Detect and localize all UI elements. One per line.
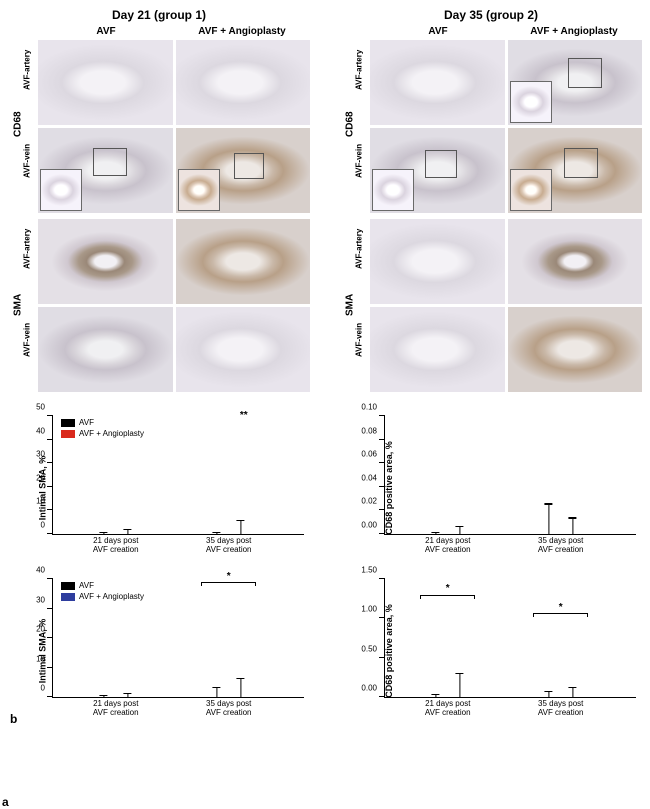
row-avf-artery: AVF-artery [38,219,310,304]
y-tick-label: 1.00 [361,605,385,614]
group-1-panel: Day 21 (group 1) AVF AVF + Angioplasty C… [8,8,310,398]
marker-label: CD68 [13,117,24,137]
y-tick-label: 0.06 [361,450,385,459]
charts-section: 0102030405021 days postAVF creation35 da… [8,410,642,728]
y-tick-label: 0.10 [361,403,385,412]
group-2-title: Day 35 (group 2) [340,8,642,22]
row-avf-artery: AVF-artery [38,40,310,125]
row-label: AVF-vein [23,343,32,357]
micrograph [370,219,505,304]
chart-sma-red: 0102030405021 days postAVF creation35 da… [8,410,310,565]
row-avf-artery: AVF-artery [370,219,642,304]
y-axis-label: CD68 positive area, % [384,604,394,698]
sma-block: SMA AVF-artery AVF-vein [8,219,310,392]
y-tick-label: 0.02 [361,497,385,506]
row-label: AVF-vein [355,343,364,357]
col-header: AVF [38,26,174,40]
marker-label: SMA [345,296,356,316]
x-axis-label: 35 days postAVF creation [538,534,584,555]
micrograph [508,219,643,304]
marker-label: SMA [13,296,24,316]
y-axis-label: CD68 positive area, % [384,441,394,535]
micrograph [38,128,173,213]
micrograph [38,40,173,125]
x-axis-label: 21 days postAVF creation [93,697,139,718]
x-axis-label: 21 days postAVF creation [425,534,471,555]
row-label: AVF-vein [23,164,32,178]
micrograph [176,219,311,304]
y-tick-label: 0.00 [361,521,385,530]
row-avf-vein: AVF-vein [370,307,642,392]
col-header: AVF + Angioplasty [506,26,642,40]
significance-marker: * [559,602,563,613]
micrograph [508,307,643,392]
y-tick-label: 0 [41,684,53,693]
legend-label: AVF + Angioplasty [79,592,144,601]
chart-row-1: 0102030405021 days postAVF creation35 da… [8,410,642,565]
legend-label: AVF [79,581,94,590]
micrograph [370,40,505,125]
col-header: AVF + Angioplasty [174,26,310,40]
row-avf-vein: AVF-vein [370,128,642,213]
col-header: AVF [370,26,506,40]
chart-cd68-blue: 0.000.501.001.5021 days postAVF creation… [340,573,642,728]
y-tick-label: 0.04 [361,473,385,482]
marker-label: CD68 [345,117,356,137]
micrograph [176,40,311,125]
micrograph [38,219,173,304]
row-label: AVF-vein [355,164,364,178]
x-axis-label: 21 days postAVF creation [425,697,471,718]
legend-label: AVF [79,418,94,427]
y-tick-label: 30 [36,595,53,604]
y-tick-label: 0 [41,521,53,530]
micrograph-panels: Day 21 (group 1) AVF AVF + Angioplasty C… [8,8,642,398]
row-label: AVF-artery [355,255,364,269]
row-avf-vein: AVF-vein [38,128,310,213]
row-label: AVF-artery [23,255,32,269]
x-axis-label: 21 days postAVF creation [93,534,139,555]
row-avf-artery: AVF-artery [370,40,642,125]
chart-row-2: 01020304021 days postAVF creation35 days… [8,573,642,728]
significance-marker: * [446,583,450,594]
chart-sma-blue: 01020304021 days postAVF creation35 days… [8,573,310,728]
sma-block: SMA AVF-artery AVF-vein [340,219,642,392]
legend-label: AVF + Angioplasty [79,429,144,438]
micrograph [508,128,643,213]
y-axis-label: Intimal SMA, % [37,455,47,520]
significance-marker: * [227,571,231,582]
y-tick-label: 0.00 [361,684,385,693]
y-tick-label: 0.08 [361,426,385,435]
group-1-title: Day 21 (group 1) [8,8,310,22]
x-axis-label: 35 days postAVF creation [206,534,252,555]
group-2-panel: Day 35 (group 2) AVF AVF + Angioplasty C… [340,8,642,398]
micrograph [370,128,505,213]
y-tick-label: 0.50 [361,644,385,653]
y-tick-label: 40 [36,426,53,435]
chart-legend: AVF AVF + Angioplasty [61,418,144,438]
micrograph [176,307,311,392]
cd68-block: CD68 AVF-artery AVF-vein [8,40,310,213]
micrograph [38,307,173,392]
cd68-block: CD68 AVF-artery AVF-vein [340,40,642,213]
group-1-col-headers: AVF AVF + Angioplasty [38,26,310,40]
chart-cd68-red: 0.000.020.040.060.080.1021 days postAVF … [340,410,642,565]
micrograph [176,128,311,213]
row-label: AVF-artery [23,76,32,90]
row-avf-vein: AVF-vein [38,307,310,392]
group-2-col-headers: AVF AVF + Angioplasty [370,26,642,40]
x-axis-label: 35 days postAVF creation [206,697,252,718]
micrograph [508,40,643,125]
chart-legend: AVF AVF + Angioplasty [61,581,144,601]
significance-marker: ** [240,410,248,421]
panel-letter-b: b [10,712,17,726]
x-axis-label: 35 days postAVF creation [538,697,584,718]
y-axis-label: Intimal SMA, % [37,618,47,683]
row-label: AVF-artery [355,76,364,90]
y-tick-label: 50 [36,403,53,412]
micrograph [370,307,505,392]
y-tick-label: 1.50 [361,566,385,575]
y-tick-label: 40 [36,566,53,575]
